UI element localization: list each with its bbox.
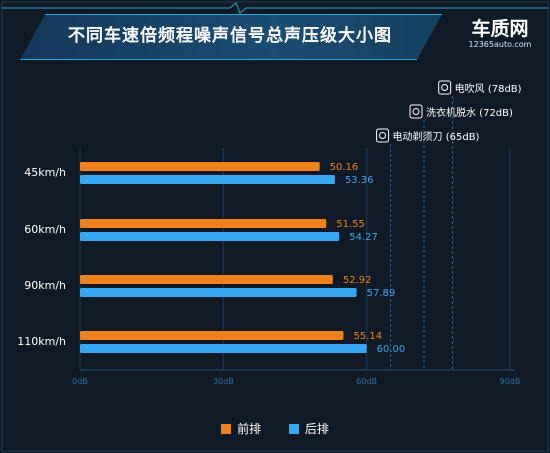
x-tick-label: 30dB <box>213 377 234 386</box>
category-label: 45km/h <box>24 166 66 179</box>
washing-machine-icon <box>409 104 423 119</box>
logo-text: 车质网 <box>471 18 529 40</box>
reference-label: 电吹风 (78dB) <box>455 82 522 95</box>
category-label: 110km/h <box>17 335 66 348</box>
logo-url: 12365auto.com <box>468 40 532 49</box>
legend-swatch-rear <box>288 424 299 434</box>
legend-label-front: 前排 <box>237 422 262 436</box>
legend-item-rear: 后排 <box>288 420 329 437</box>
x-tick-label: 90dB <box>500 377 521 386</box>
title-banner <box>20 14 442 60</box>
x-tick-label: 60dB <box>356 377 377 386</box>
value-label: 50.16 <box>330 162 359 173</box>
value-label: 53.36 <box>345 175 374 186</box>
brand-logo: 车质网 12365auto.com <box>460 18 540 58</box>
value-label: 57.89 <box>367 288 396 299</box>
reference-label: 电动剃须刀 (65dB) <box>393 130 480 143</box>
legend-label-rear: 后排 <box>304 422 329 436</box>
washing-machine-icon-detail <box>412 108 420 115</box>
category-label: 90km/h <box>24 279 66 292</box>
hair-dryer-icon <box>438 80 452 95</box>
value-label: 60.00 <box>377 344 406 355</box>
bar <box>80 344 367 353</box>
bar <box>80 331 344 340</box>
bar <box>80 288 357 297</box>
chart-title: 不同车速倍频程噪声信号总声压级大小图 <box>68 26 392 46</box>
value-label: 52.92 <box>343 275 372 286</box>
bar <box>80 175 335 184</box>
hair-dryer-icon-detail <box>441 84 449 91</box>
bar <box>80 219 327 228</box>
legend-item-front: 前排 <box>221 420 261 437</box>
electric-shaver-icon-detail <box>379 132 387 139</box>
category-label: 60km/h <box>24 223 66 236</box>
value-label: 51.55 <box>336 219 365 230</box>
bar <box>80 162 320 171</box>
bar <box>80 275 333 284</box>
value-label: 55.14 <box>353 331 382 342</box>
reference-label: 洗衣机脱水 (72dB) <box>426 106 513 119</box>
legend-swatch-front <box>221 424 232 434</box>
value-label: 54.27 <box>349 232 378 243</box>
x-tick-label: 0dB <box>72 377 88 386</box>
electric-shaver-icon <box>376 128 390 143</box>
legend: 前排 后排 <box>0 420 550 440</box>
bar <box>80 232 340 241</box>
